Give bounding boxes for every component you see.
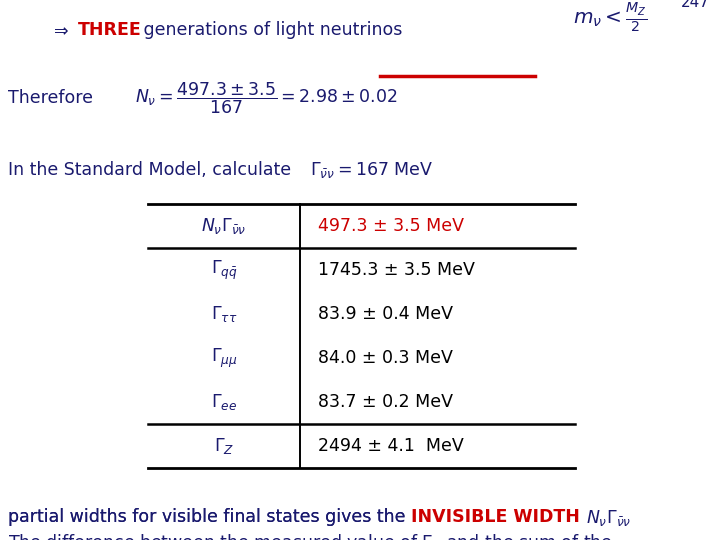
Text: INVISIBLE WIDTH: INVISIBLE WIDTH [411, 508, 586, 526]
Text: partial widths for visible final states gives the: partial widths for visible final states … [8, 508, 411, 526]
Text: 83.9 ± 0.4 MeV: 83.9 ± 0.4 MeV [318, 305, 453, 323]
Text: Therefore: Therefore [8, 89, 93, 107]
Text: $\Gamma_{q\bar{q}}$: $\Gamma_{q\bar{q}}$ [210, 259, 238, 281]
Text: partial widths for visible final states gives the: partial widths for visible final states … [8, 508, 411, 526]
Text: $\Gamma_{\tau\tau}$: $\Gamma_{\tau\tau}$ [211, 304, 238, 324]
Text: 247: 247 [681, 0, 710, 10]
Text: 84.0 ± 0.3 MeV: 84.0 ± 0.3 MeV [318, 349, 453, 367]
Text: $\Rightarrow$: $\Rightarrow$ [50, 21, 69, 39]
Text: $\Gamma_{\bar{\nu}\nu} = 167$ MeV: $\Gamma_{\bar{\nu}\nu} = 167$ MeV [310, 160, 433, 180]
Text: 83.7 ± 0.2 MeV: 83.7 ± 0.2 MeV [318, 393, 453, 411]
Text: $\Gamma_{\mu\mu}$: $\Gamma_{\mu\mu}$ [211, 346, 238, 369]
Text: The difference between the measured value of $\Gamma_Z$ and the sum of the: The difference between the measured valu… [8, 532, 613, 540]
Text: $N_\nu\Gamma_{\bar{\nu}\nu}$: $N_\nu\Gamma_{\bar{\nu}\nu}$ [586, 508, 631, 528]
Text: $N_\nu = \dfrac{497.3\pm3.5}{167} = 2.98\pm0.02$: $N_\nu = \dfrac{497.3\pm3.5}{167} = 2.98… [135, 80, 397, 116]
Text: In the Standard Model, calculate: In the Standard Model, calculate [8, 161, 291, 179]
Text: THREE: THREE [78, 21, 142, 39]
Text: 1745.3 ± 3.5 MeV: 1745.3 ± 3.5 MeV [318, 261, 475, 279]
Text: $m_\nu < \frac{M_Z}{2}$: $m_\nu < \frac{M_Z}{2}$ [573, 2, 647, 35]
Text: 2494 ± 4.1  MeV: 2494 ± 4.1 MeV [318, 437, 464, 455]
Text: generations of light neutrinos: generations of light neutrinos [138, 21, 402, 39]
Text: $N_\nu \Gamma_{\bar{\nu}\nu}$: $N_\nu \Gamma_{\bar{\nu}\nu}$ [202, 216, 247, 236]
Text: $\Gamma_{ee}$: $\Gamma_{ee}$ [211, 392, 237, 412]
Text: 497.3 ± 3.5 MeV: 497.3 ± 3.5 MeV [318, 217, 464, 235]
Text: $\Gamma_Z$: $\Gamma_Z$ [214, 436, 234, 456]
